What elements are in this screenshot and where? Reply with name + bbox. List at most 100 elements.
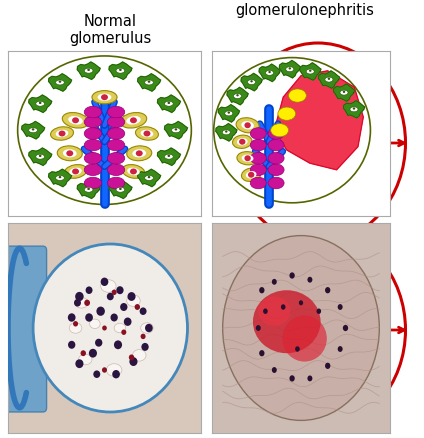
Ellipse shape xyxy=(282,316,327,362)
Ellipse shape xyxy=(271,124,289,138)
Circle shape xyxy=(129,355,134,360)
Ellipse shape xyxy=(69,168,82,176)
Ellipse shape xyxy=(237,139,248,146)
Circle shape xyxy=(343,325,348,332)
Circle shape xyxy=(316,309,321,314)
Polygon shape xyxy=(274,72,363,170)
Circle shape xyxy=(268,72,271,74)
Polygon shape xyxy=(241,74,262,92)
Ellipse shape xyxy=(84,107,102,119)
Circle shape xyxy=(87,70,90,72)
Circle shape xyxy=(120,304,128,311)
Polygon shape xyxy=(138,170,161,187)
Circle shape xyxy=(167,155,170,158)
Ellipse shape xyxy=(64,165,87,179)
Circle shape xyxy=(328,78,330,81)
Ellipse shape xyxy=(122,165,145,179)
Ellipse shape xyxy=(107,128,125,140)
Circle shape xyxy=(290,375,295,381)
Circle shape xyxy=(114,341,122,350)
Circle shape xyxy=(68,314,75,322)
Circle shape xyxy=(39,155,42,158)
Polygon shape xyxy=(165,122,187,140)
Circle shape xyxy=(130,169,137,175)
Polygon shape xyxy=(157,96,180,113)
Ellipse shape xyxy=(132,150,146,158)
Ellipse shape xyxy=(265,71,273,76)
Circle shape xyxy=(143,131,151,137)
Ellipse shape xyxy=(350,108,358,113)
Text: glomerulonephritis: glomerulonephritis xyxy=(236,3,374,18)
Circle shape xyxy=(175,129,177,131)
Polygon shape xyxy=(343,101,365,119)
Ellipse shape xyxy=(172,128,180,133)
Ellipse shape xyxy=(222,131,230,135)
Ellipse shape xyxy=(56,131,68,138)
Circle shape xyxy=(244,156,251,162)
Circle shape xyxy=(75,292,84,301)
Ellipse shape xyxy=(107,153,125,165)
Ellipse shape xyxy=(116,188,125,193)
Circle shape xyxy=(66,151,73,157)
Circle shape xyxy=(223,236,379,420)
Polygon shape xyxy=(109,63,132,80)
Ellipse shape xyxy=(242,169,261,182)
Circle shape xyxy=(59,177,61,179)
Ellipse shape xyxy=(63,150,77,158)
Ellipse shape xyxy=(68,117,83,125)
Circle shape xyxy=(100,278,109,286)
Circle shape xyxy=(309,71,312,73)
Circle shape xyxy=(325,287,330,294)
Circle shape xyxy=(248,173,254,178)
Polygon shape xyxy=(22,122,45,140)
Circle shape xyxy=(81,350,86,357)
Ellipse shape xyxy=(165,102,173,107)
Circle shape xyxy=(141,334,145,339)
Circle shape xyxy=(259,287,265,294)
Circle shape xyxy=(139,308,147,315)
Circle shape xyxy=(116,286,124,294)
Ellipse shape xyxy=(246,172,257,179)
Ellipse shape xyxy=(56,81,64,86)
Circle shape xyxy=(256,325,261,331)
Circle shape xyxy=(112,290,117,295)
Ellipse shape xyxy=(241,122,254,130)
Ellipse shape xyxy=(250,153,266,165)
Ellipse shape xyxy=(289,90,306,103)
Circle shape xyxy=(136,151,143,157)
Circle shape xyxy=(307,376,312,381)
Circle shape xyxy=(250,81,253,83)
Ellipse shape xyxy=(75,298,88,308)
Ellipse shape xyxy=(84,128,102,140)
Circle shape xyxy=(281,304,285,310)
Polygon shape xyxy=(216,124,237,142)
Ellipse shape xyxy=(84,140,102,152)
Ellipse shape xyxy=(29,128,37,133)
Circle shape xyxy=(148,81,151,84)
Ellipse shape xyxy=(127,295,140,307)
Circle shape xyxy=(325,363,330,369)
Ellipse shape xyxy=(127,146,152,161)
Ellipse shape xyxy=(278,108,296,121)
Ellipse shape xyxy=(106,364,122,376)
Circle shape xyxy=(85,314,93,322)
Circle shape xyxy=(59,81,61,84)
Ellipse shape xyxy=(89,319,100,329)
Circle shape xyxy=(295,346,300,352)
Circle shape xyxy=(111,314,118,322)
Polygon shape xyxy=(279,61,301,79)
Circle shape xyxy=(128,293,136,301)
Circle shape xyxy=(141,343,149,351)
Ellipse shape xyxy=(84,165,102,176)
Ellipse shape xyxy=(126,117,141,125)
Ellipse shape xyxy=(236,118,259,134)
Circle shape xyxy=(59,131,66,137)
Polygon shape xyxy=(227,88,248,106)
Circle shape xyxy=(119,188,122,191)
Polygon shape xyxy=(77,63,100,80)
Ellipse shape xyxy=(127,168,139,176)
Polygon shape xyxy=(29,96,52,113)
Polygon shape xyxy=(318,72,340,89)
Circle shape xyxy=(236,95,239,97)
Circle shape xyxy=(86,287,92,294)
